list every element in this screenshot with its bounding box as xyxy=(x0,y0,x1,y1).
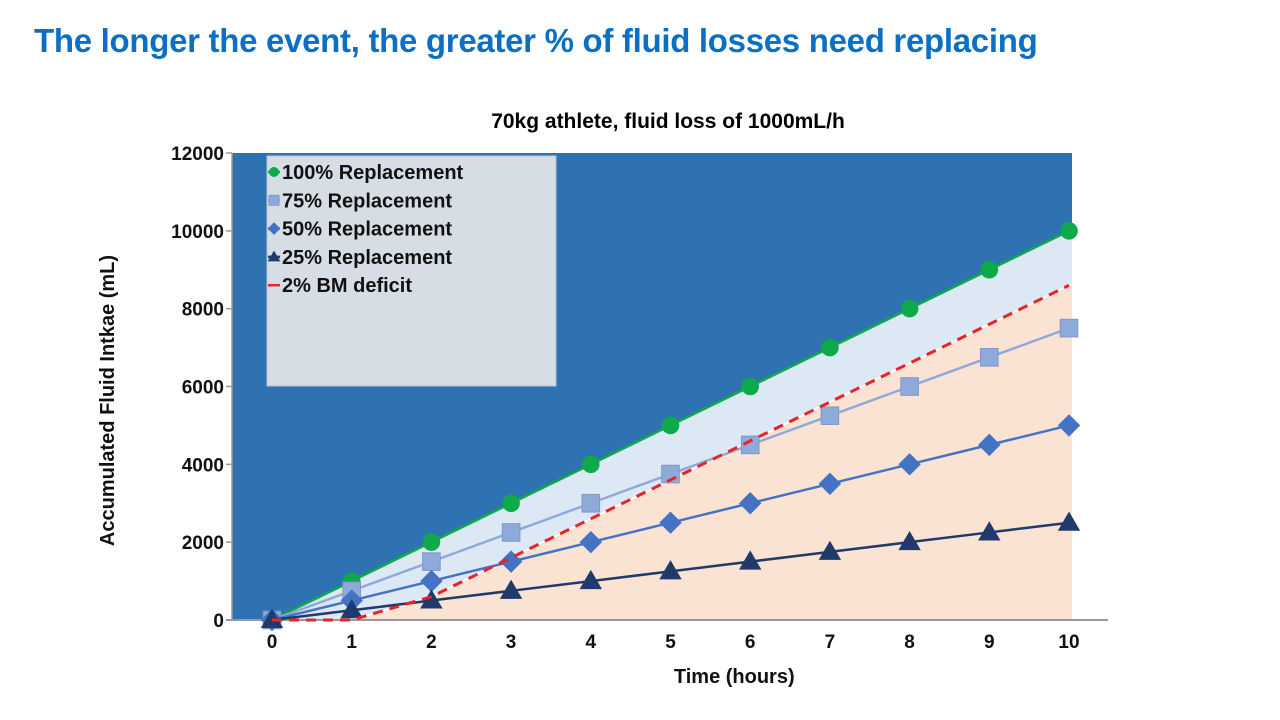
data-point xyxy=(898,530,921,551)
data-point xyxy=(978,433,1001,457)
y-tick-label: 12000 xyxy=(171,144,224,165)
x-tick-label: 10 xyxy=(1058,632,1079,653)
slide-title: The longer the event, the greater % of f… xyxy=(34,22,1038,59)
data-point xyxy=(579,530,602,554)
y-axis-ticks: 0 2000 4000 6000 8000 10000 12000 xyxy=(171,144,232,632)
data-point xyxy=(818,472,842,495)
data-point xyxy=(818,540,842,560)
data-point xyxy=(422,533,441,551)
data-point xyxy=(900,299,919,318)
legend-item: 50% Replacement xyxy=(267,219,452,241)
x-axis-label: Time (hours) xyxy=(674,666,795,688)
data-point xyxy=(1060,222,1078,240)
x-tick-label: 9 xyxy=(984,632,995,653)
legend-box xyxy=(266,155,557,387)
x-tick-label: 3 xyxy=(506,632,517,653)
series-layer xyxy=(260,222,1081,632)
data-point xyxy=(741,377,759,396)
x-axis-ticks: 0 1 2 3 4 5 6 7 8 9 10 xyxy=(267,632,1080,653)
data-point xyxy=(739,492,762,515)
legend-item: 25% Replacement xyxy=(267,247,452,269)
y-tick-label: 2000 xyxy=(182,533,224,554)
legend-item: 75% Replacement xyxy=(268,190,452,212)
data-point xyxy=(1059,318,1079,338)
legend: 100% Replacement 75% Replacement 50% Repla… xyxy=(266,155,557,387)
x-tick-label: 1 xyxy=(346,632,357,653)
series-line xyxy=(272,283,1070,622)
data-point xyxy=(499,579,523,599)
legend-label: 50% Replacement xyxy=(282,219,452,241)
data-point xyxy=(980,260,999,279)
data-point xyxy=(501,523,521,542)
x-tick-label: 7 xyxy=(825,632,836,653)
data-point xyxy=(740,435,760,455)
series-100-replacement xyxy=(263,222,1078,629)
x-tick-label: 4 xyxy=(586,632,597,653)
y-axis-label: Accumulated Fluid Intkae (mL) xyxy=(97,255,119,546)
y-tick-label: 0 xyxy=(213,611,224,632)
data-point xyxy=(582,455,600,474)
legend-diamond-icon xyxy=(267,222,281,235)
x-tick-label: 0 xyxy=(267,632,278,653)
data-point xyxy=(340,599,363,619)
data-point xyxy=(978,521,1001,541)
legend-label: 100% Replacement xyxy=(282,162,464,184)
legend-square-icon xyxy=(268,194,280,206)
data-point xyxy=(661,416,680,435)
chart-title: 70kg athlete, fluid loss of 1000mL/h xyxy=(491,110,845,133)
y-tick-label: 6000 xyxy=(182,378,224,399)
data-point xyxy=(659,511,682,534)
x-tick-label: 8 xyxy=(904,632,915,653)
data-point xyxy=(502,494,520,513)
data-point xyxy=(980,348,999,367)
data-point xyxy=(422,552,441,571)
legend-label: 75% Replacement xyxy=(282,190,452,212)
data-point xyxy=(260,608,284,628)
series-50-replacement xyxy=(260,414,1081,632)
x-tick-label: 2 xyxy=(426,632,437,653)
y-tick-label: 10000 xyxy=(171,222,224,243)
legend-label: 25% Replacement xyxy=(282,247,452,269)
legend-item: 100% Replacement xyxy=(268,162,464,184)
data-point xyxy=(820,406,840,425)
legend-label: 2% BM deficit xyxy=(282,275,412,297)
data-point xyxy=(579,569,602,590)
data-point xyxy=(659,560,682,580)
data-point xyxy=(898,453,921,476)
data-point xyxy=(739,550,762,570)
x-tick-label: 6 xyxy=(745,632,756,653)
data-point xyxy=(1057,511,1081,531)
data-point xyxy=(581,493,601,513)
data-point xyxy=(1057,414,1081,437)
data-point xyxy=(821,338,839,357)
region-below-deficit xyxy=(272,285,1072,620)
data-point xyxy=(420,569,443,593)
data-point xyxy=(900,377,919,396)
y-tick-label: 4000 xyxy=(182,455,224,476)
legend-item: 2% BM deficit xyxy=(268,275,412,297)
series-25-replacement xyxy=(260,511,1081,628)
data-point xyxy=(420,589,443,609)
x-tick-label: 5 xyxy=(665,632,676,653)
series-2-bm-deficit xyxy=(272,283,1070,622)
legend-circle-icon xyxy=(269,167,279,177)
y-tick-label: 8000 xyxy=(182,300,224,321)
legend-triangle-icon xyxy=(267,250,281,262)
